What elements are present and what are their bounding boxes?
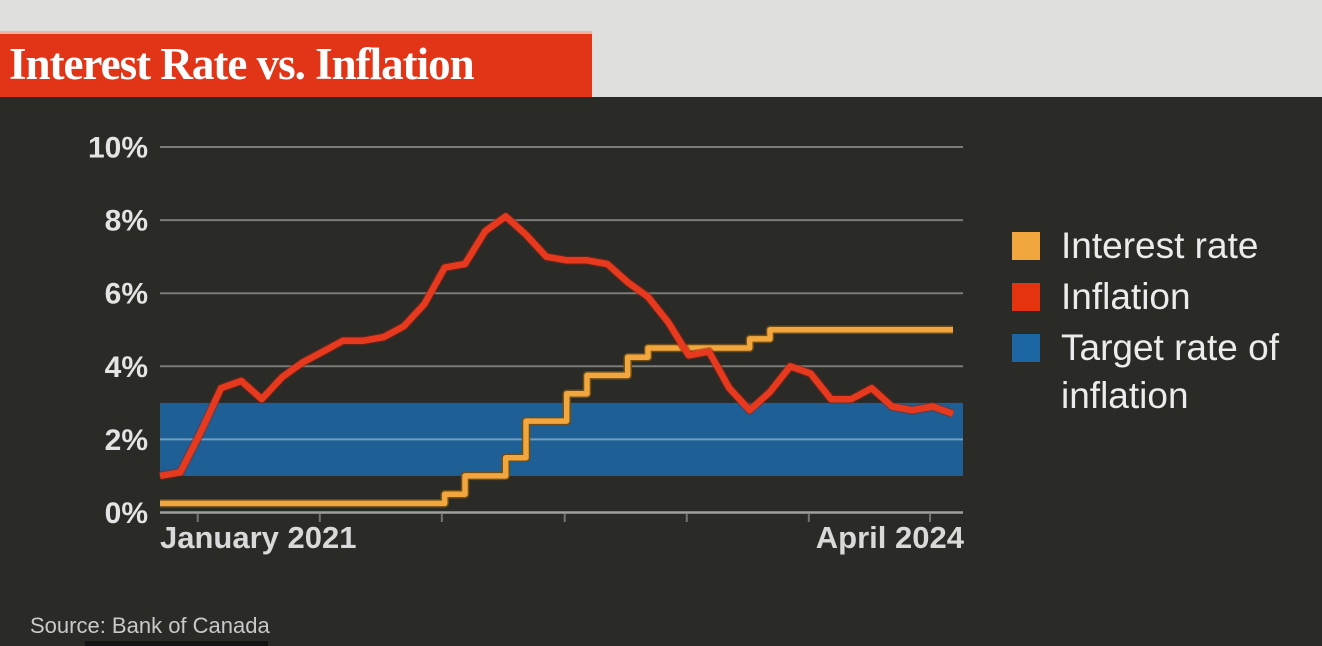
legend-swatch-inflation — [1012, 283, 1040, 311]
y-axis-label-2%: 2% — [105, 424, 148, 457]
y-axis-label-4%: 4% — [105, 351, 148, 384]
legend-item-target-rate: Target rate of inflation — [1012, 324, 1291, 420]
legend-swatch-target-rate — [1012, 334, 1040, 362]
target-band — [160, 402, 963, 476]
y-axis-label-6%: 6% — [105, 278, 148, 311]
x-axis-label-end: April 2024 — [816, 520, 965, 555]
inflation-line — [159, 213, 955, 480]
y-axis-label-10%: 10% — [88, 132, 148, 165]
source-note: Source: Bank of Canada — [30, 613, 270, 638]
x-axis-label-start: January 2021 — [160, 520, 356, 555]
legend-swatch-interest-rate — [1012, 232, 1040, 260]
legend-label-target-rate: Target rate of inflation — [1061, 327, 1280, 416]
legend-label-inflation: Inflation — [1061, 276, 1191, 317]
legend-item-inflation: Inflation — [1012, 273, 1291, 321]
bottom-bar — [85, 641, 268, 646]
y-axis-label-0%: 0% — [105, 497, 148, 530]
legend-label-interest-rate: Interest rate — [1061, 225, 1259, 266]
y-axis-label-8%: 8% — [105, 205, 148, 238]
chart-legend: Interest rate Inflation Target rate of inf… — [1012, 222, 1291, 420]
interest-rate-line — [160, 327, 953, 507]
legend-item-interest-rate: Interest rate — [1012, 222, 1291, 270]
title-banner: Interest Rate vs. Inflation — [0, 31, 592, 97]
page-title: Interest Rate vs. Inflation — [9, 38, 475, 89]
